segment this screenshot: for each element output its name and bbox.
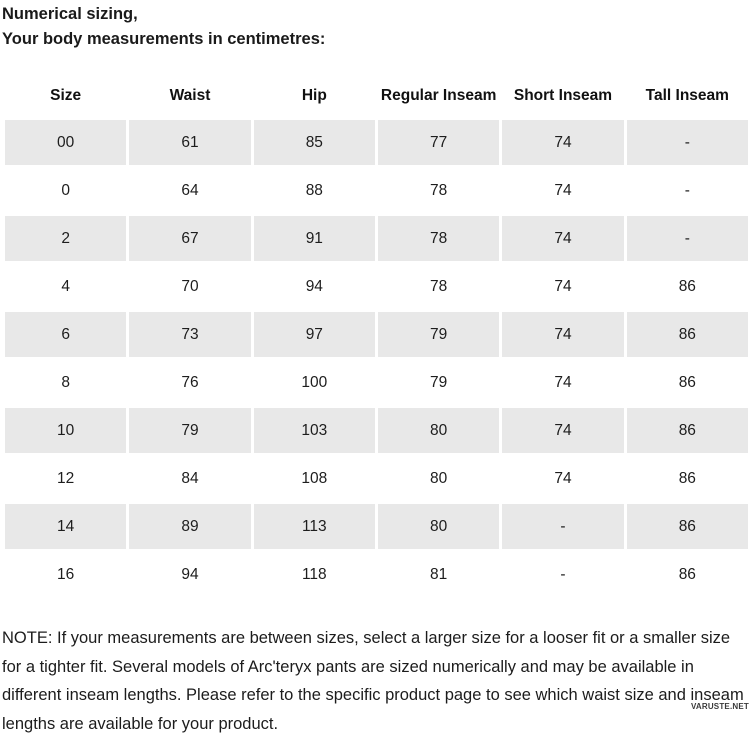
table-cell: 97 <box>253 312 375 357</box>
table-cell: 100 <box>253 360 375 405</box>
table-cell: 64 <box>129 168 251 213</box>
table-cell: 74 <box>502 216 624 261</box>
column-header: Tall Inseam <box>626 81 748 117</box>
table-cell: - <box>626 120 748 165</box>
table-cell: 2 <box>5 216 127 261</box>
table-row: 12 84 108 80 74 86 <box>5 456 748 501</box>
table-cell: 16 <box>5 552 127 597</box>
table-row: 00 61 85 77 74- <box>5 120 748 165</box>
table-cell: 80 <box>377 504 500 549</box>
table-cell: 70 <box>129 264 251 309</box>
table-cell: 80 <box>377 408 500 453</box>
table-body: 00 61 85 77 74-0 64 88 78 74-2 67 91 78 74-4 70 94 78 74… <box>5 120 748 597</box>
table-cell: 88 <box>253 168 375 213</box>
table-row: 8 76 100 79 74 86 <box>5 360 748 405</box>
note-text: NOTE: If your measurements are between s… <box>2 629 744 733</box>
table-cell: 84 <box>129 456 251 501</box>
table-cell: 74 <box>502 120 624 165</box>
table-row: 16 94 118 81-86 <box>5 552 748 597</box>
table-cell: 76 <box>129 360 251 405</box>
table-cell: 77 <box>377 120 500 165</box>
table-cell: 89 <box>129 504 251 549</box>
table-cell: 8 <box>5 360 127 405</box>
table-cell: 79 <box>377 360 500 405</box>
watermark: VARUSTE.NET <box>690 702 749 711</box>
table-cell: 86 <box>626 264 748 309</box>
sizing-table: Size Waist Hip Regular Inseam Short Inseam Ta… <box>2 78 751 600</box>
table-cell: - <box>502 504 624 549</box>
table-cell: 91 <box>253 216 375 261</box>
page-title: Numerical sizing, <box>2 5 138 23</box>
table-cell: 94 <box>253 264 375 309</box>
table-cell: 61 <box>129 120 251 165</box>
table-cell: 78 <box>377 216 500 261</box>
table-cell: 0 <box>5 168 127 213</box>
table-cell: 86 <box>626 504 748 549</box>
table-cell: 74 <box>502 264 624 309</box>
table-cell: 74 <box>502 408 624 453</box>
column-header: Size <box>5 81 127 117</box>
page-header: Numerical sizing, Your body measurements… <box>0 0 752 52</box>
table-row: 2 67 91 78 74- <box>5 216 748 261</box>
table-cell: 86 <box>626 408 748 453</box>
table-cell: 113 <box>253 504 375 549</box>
table-cell: 80 <box>377 456 500 501</box>
column-header: Hip <box>253 81 375 117</box>
table-row: 0 64 88 78 74- <box>5 168 748 213</box>
table-cell: 79 <box>377 312 500 357</box>
column-header: Regular Inseam <box>377 81 500 117</box>
table-cell: 74 <box>502 360 624 405</box>
table-cell: - <box>626 168 748 213</box>
table-cell: 103 <box>253 408 375 453</box>
table-cell: 12 <box>5 456 127 501</box>
table-cell: 94 <box>129 552 251 597</box>
table-cell: - <box>626 216 748 261</box>
table-cell: 85 <box>253 120 375 165</box>
table-row: 14 89 113 80-86 <box>5 504 748 549</box>
table-cell: 78 <box>377 168 500 213</box>
table-cell: 00 <box>5 120 127 165</box>
table-row: 4 70 94 78 74 86 <box>5 264 748 309</box>
table-cell: 14 <box>5 504 127 549</box>
table-cell: 81 <box>377 552 500 597</box>
table-row: 6 73 97 79 74 86 <box>5 312 748 357</box>
column-header: Waist <box>129 81 251 117</box>
table-cell: 74 <box>502 456 624 501</box>
table-cell: 6 <box>5 312 127 357</box>
table-cell: 78 <box>377 264 500 309</box>
table-cell: 108 <box>253 456 375 501</box>
table-cell: 86 <box>626 456 748 501</box>
table-cell: 86 <box>626 552 748 597</box>
table-cell: 86 <box>626 360 748 405</box>
table-header-row: Size Waist Hip Regular Inseam Short Inseam Ta… <box>5 81 748 117</box>
table-cell: 79 <box>129 408 251 453</box>
table-cell: 10 <box>5 408 127 453</box>
table-cell: 74 <box>502 312 624 357</box>
table-cell: - <box>502 552 624 597</box>
page-subtitle: Your body measurements in centimetres: <box>2 30 326 48</box>
table-cell: 73 <box>129 312 251 357</box>
table-head: Size Waist Hip Regular Inseam Short Inseam Ta… <box>5 81 748 117</box>
table-row: 10 79 103 80 74 86 <box>5 408 748 453</box>
table-cell: 86 <box>626 312 748 357</box>
table-cell: 4 <box>5 264 127 309</box>
column-header: Short Inseam <box>502 81 624 117</box>
table-cell: 74 <box>502 168 624 213</box>
table-cell: 118 <box>253 552 375 597</box>
table-cell: 67 <box>129 216 251 261</box>
